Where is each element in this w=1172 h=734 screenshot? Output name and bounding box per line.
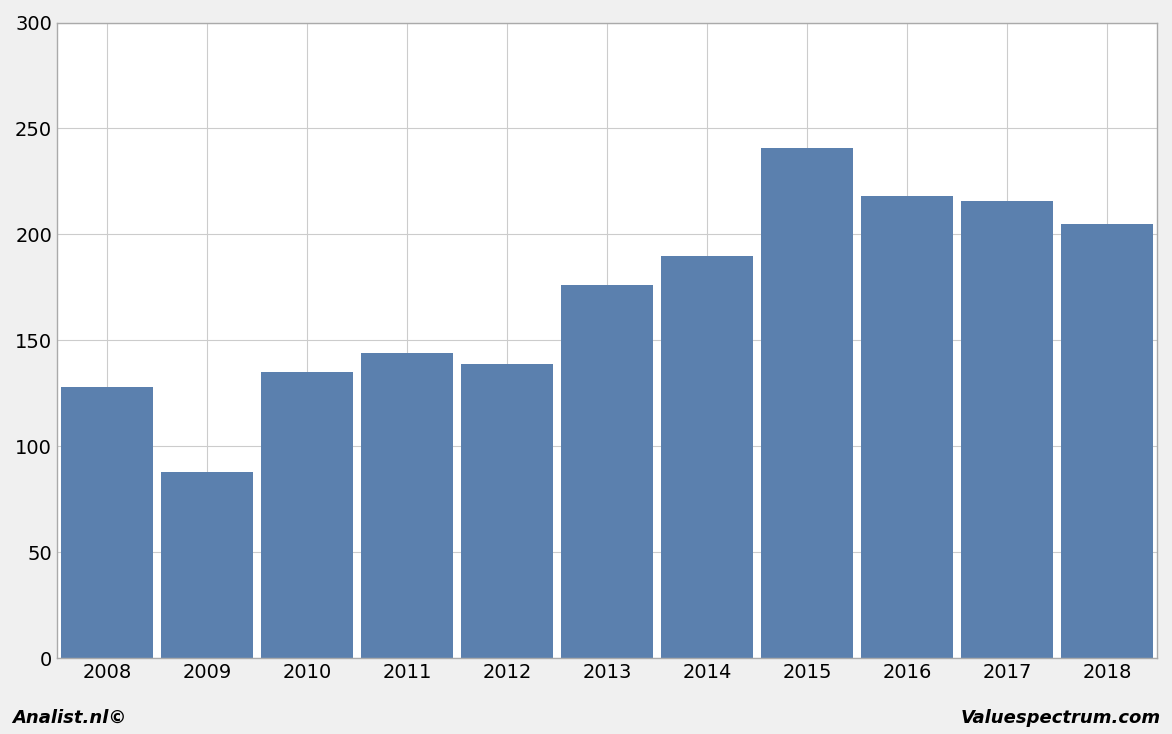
Bar	[61, 387, 154, 658]
Bar	[661, 255, 752, 658]
Bar	[361, 353, 454, 658]
Bar	[961, 200, 1052, 658]
Bar	[761, 148, 853, 658]
Text: Valuespectrum.com: Valuespectrum.com	[960, 708, 1160, 727]
Bar	[461, 364, 553, 658]
Bar	[261, 372, 353, 658]
Bar	[1061, 224, 1153, 658]
Bar	[161, 472, 253, 658]
Bar	[561, 286, 653, 658]
Text: Analist.nl©: Analist.nl©	[12, 708, 127, 727]
Bar	[861, 196, 953, 658]
